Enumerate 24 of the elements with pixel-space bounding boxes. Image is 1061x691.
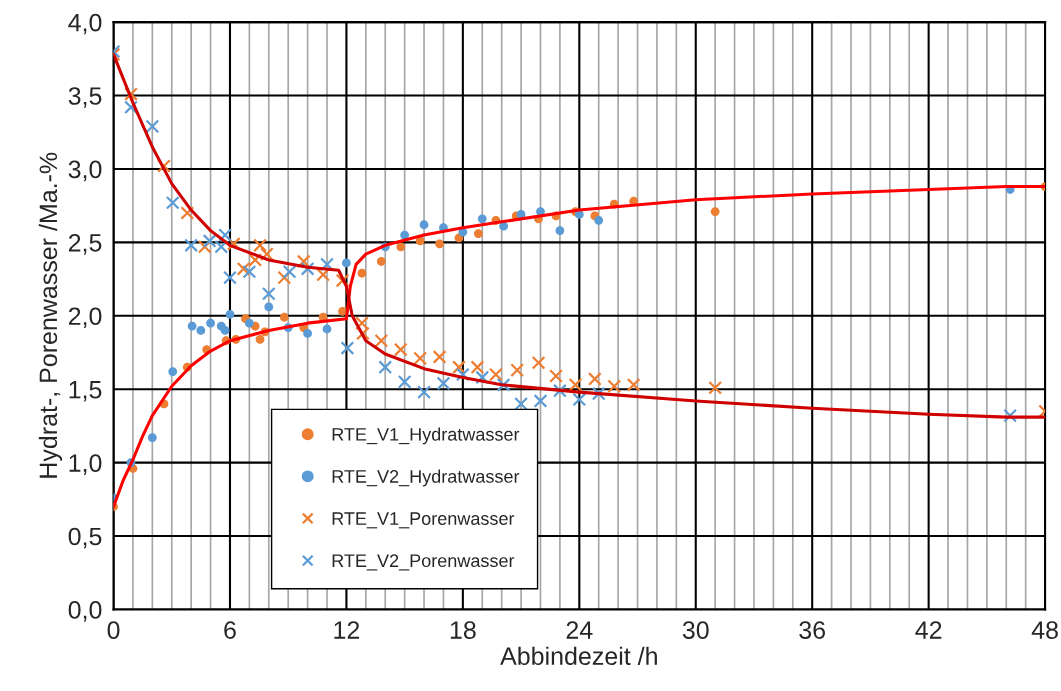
- y-tick-label: 0,0: [68, 601, 102, 622]
- y-tick-label: 0,5: [68, 527, 102, 549]
- y-tick-label: 4,0: [68, 13, 102, 35]
- y-tick-label: 2,5: [68, 233, 102, 255]
- x-axis-title: Abbindezeit /h: [500, 646, 657, 666]
- legend-label: RTE_V2_Hydratwasser: [332, 469, 520, 487]
- y-tick-label: 1,5: [69, 381, 102, 402]
- y-tick-label: 3,5: [68, 87, 102, 108]
- y-tick-label: 2,0: [68, 307, 102, 329]
- x-tick-label: 24: [566, 621, 593, 639]
- x-tick-label: 12: [334, 621, 360, 639]
- legend-label: RTE_V1_Porenwasser: [332, 512, 515, 529]
- x-tick-label: 42: [915, 621, 942, 639]
- x-tick-label: 18: [450, 621, 476, 639]
- legend-label: RTE_V1_Hydratwasser: [332, 427, 520, 445]
- x-tick-label: 36: [799, 621, 825, 639]
- y-tick-label: 3,0: [68, 160, 102, 182]
- y-tick-label: 1,0: [69, 454, 102, 475]
- y-axis-title: Hydrat-, Porenwasser /Ma.-%: [38, 152, 63, 478]
- x-tick-label: 6: [224, 621, 236, 639]
- legend-label: RTE_V2_Porenwasser: [332, 554, 515, 571]
- x-tick-label: 0: [107, 621, 120, 639]
- x-tick-label: 48: [1031, 621, 1058, 639]
- x-tick-label: 30: [682, 621, 709, 639]
